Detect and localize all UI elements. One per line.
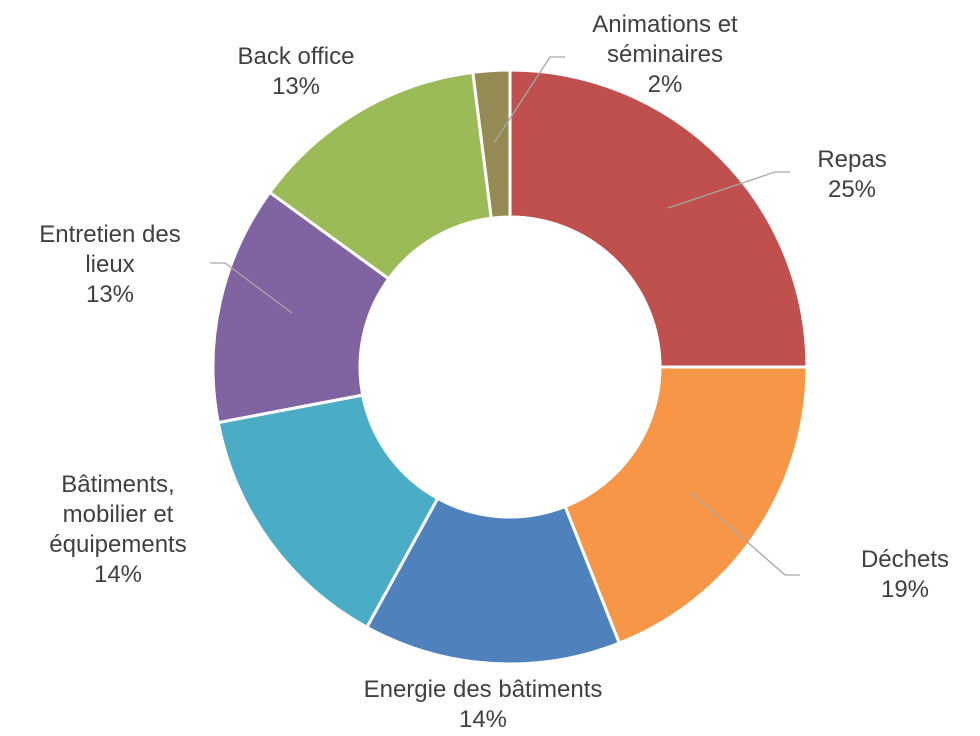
category-label: Repas bbox=[817, 146, 887, 173]
leader-line bbox=[210, 262, 293, 314]
data-label: Energie des bâtiments 14% bbox=[313, 675, 653, 735]
value-label: 14% bbox=[93, 561, 143, 588]
category-label: Animations et séminaires bbox=[592, 11, 738, 68]
category-label: Energie des bâtiments bbox=[363, 676, 603, 703]
leader-line bbox=[689, 491, 800, 576]
donut-slice bbox=[364, 496, 622, 666]
donut-slice bbox=[563, 365, 809, 646]
value-label: 19% bbox=[880, 576, 930, 603]
category-label: Entretien des lieux bbox=[39, 221, 181, 278]
category-label: Back office bbox=[237, 43, 355, 70]
value-label: 2% bbox=[647, 71, 683, 98]
data-label: Entretien des lieux 13% bbox=[18, 220, 203, 310]
value-label: 25% bbox=[827, 176, 877, 203]
data-label: Repas 25% bbox=[752, 145, 952, 205]
value-label: 14% bbox=[458, 706, 508, 733]
donut-slice bbox=[211, 190, 391, 425]
category-label: Bâtiments, mobilier et équipements bbox=[49, 471, 187, 558]
donut-slice bbox=[216, 393, 440, 630]
data-label: Back office 13% bbox=[196, 42, 396, 102]
value-label: 13% bbox=[271, 73, 321, 100]
leader-line bbox=[493, 56, 565, 144]
donut-slice bbox=[267, 70, 493, 281]
data-label: Déchets 19% bbox=[805, 545, 980, 605]
category-label: Déchets bbox=[860, 546, 950, 573]
leader-line bbox=[667, 171, 790, 209]
value-label: 13% bbox=[85, 281, 135, 308]
donut-slice bbox=[508, 68, 809, 369]
data-label: Bâtiments, mobilier et équipements 14% bbox=[33, 470, 203, 590]
data-label: Animations et séminaires 2% bbox=[565, 10, 765, 100]
leader-lines bbox=[210, 56, 800, 576]
